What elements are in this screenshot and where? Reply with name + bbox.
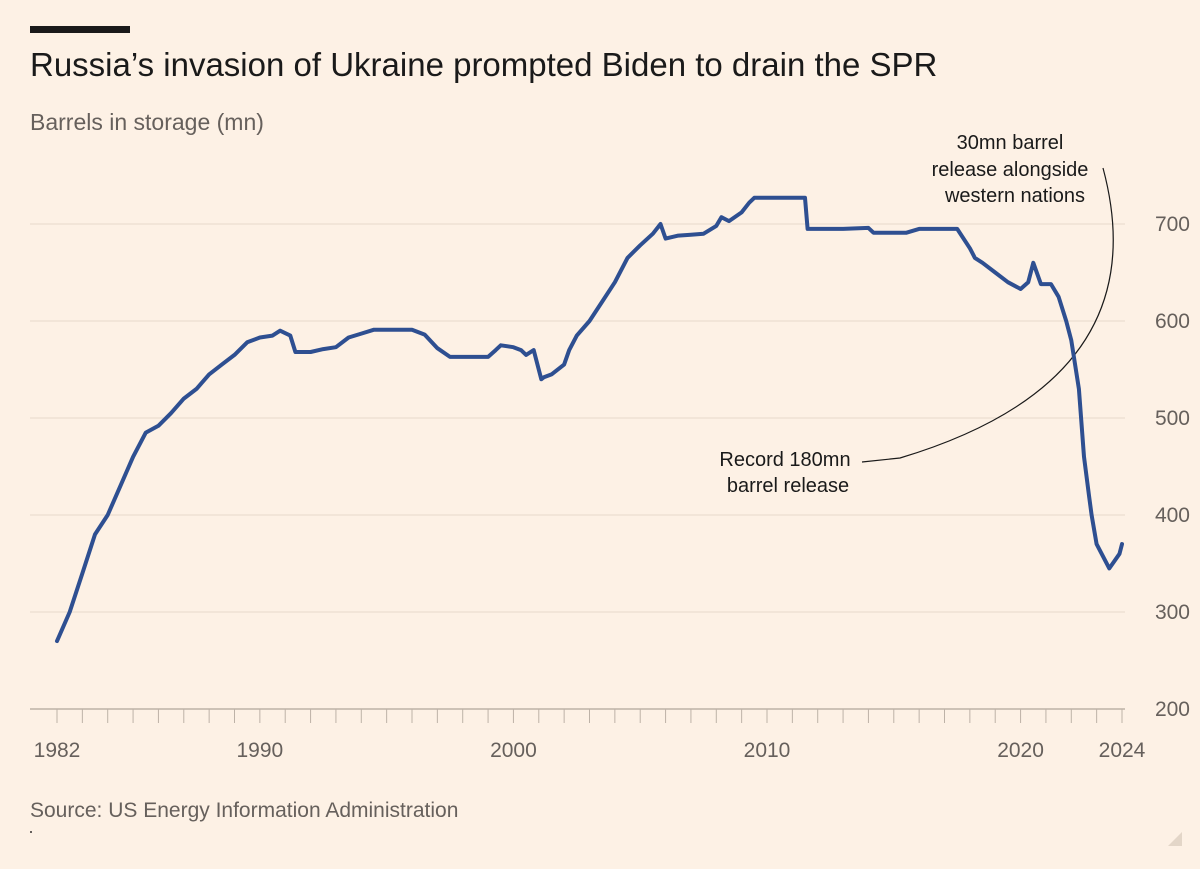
y-tick-label-200: 200 bbox=[1155, 698, 1190, 721]
x-tick-label-2010: 2010 bbox=[744, 739, 791, 762]
annotation-30mn-line-1: 30mn barrel bbox=[957, 132, 1064, 154]
annotation-180mn-line-2: barrel release bbox=[727, 475, 849, 497]
chart-title: Russia’s invasion of Ukraine prompted Bi… bbox=[30, 46, 938, 83]
x-tick-label-2000: 2000 bbox=[490, 739, 537, 762]
x-tick-label-1982: 1982 bbox=[34, 739, 81, 762]
y-tick-label-500: 500 bbox=[1155, 407, 1190, 430]
resize-corner-icon bbox=[1168, 832, 1182, 846]
series-line-0 bbox=[55, 195, 1124, 644]
annotation-leader-line bbox=[861, 167, 1114, 463]
x-tick-label-1990: 1990 bbox=[236, 739, 283, 762]
annotation-30mn-line-3: western nations bbox=[944, 185, 1085, 207]
y-tick-label-600: 600 bbox=[1155, 310, 1190, 333]
chart-subtitle: Barrels in storage (mn) bbox=[30, 109, 264, 135]
annotation-180mn-line-1: Record 180mn bbox=[719, 449, 850, 471]
x-tick-label-2020: 2020 bbox=[997, 739, 1044, 762]
y-tick-label-700: 700 bbox=[1155, 213, 1190, 236]
decorative-dot bbox=[30, 831, 32, 833]
y-tick-label-400: 400 bbox=[1155, 504, 1190, 527]
annotation-30mn-line-2: release alongside bbox=[932, 159, 1089, 181]
source-note: Source: US Energy Information Administra… bbox=[30, 799, 459, 822]
y-tick-label-300: 300 bbox=[1155, 601, 1190, 624]
title-accent-bar bbox=[30, 26, 130, 33]
x-tick-label-2024: 2024 bbox=[1099, 739, 1146, 762]
